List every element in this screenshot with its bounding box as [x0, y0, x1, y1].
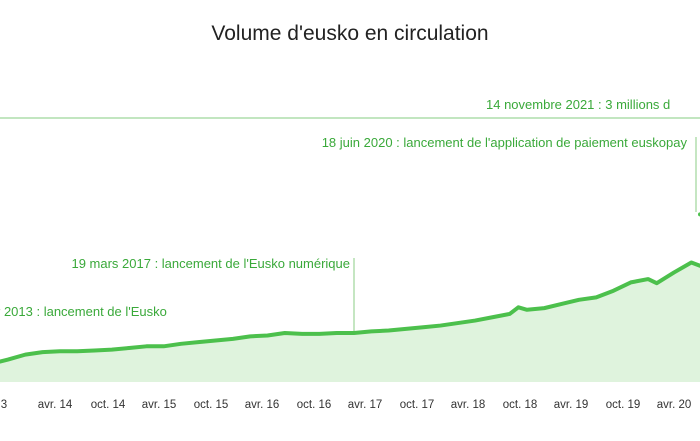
series-layer: [0, 212, 700, 382]
x-axis: 3 avr. 14 oct. 14 avr. 15 oct. 15 avr. 16 oct.…: [1, 399, 691, 411]
series-area-0: [0, 214, 700, 382]
x-tick-label: avr. 17: [348, 399, 383, 411]
x-tick-label: oct. 19: [606, 399, 641, 411]
annotation-label: 18 juin 2020 : lancement de l'applicatio…: [322, 135, 688, 150]
x-tick-label: oct. 14: [91, 399, 126, 411]
x-tick-label: avr. 14: [38, 399, 73, 411]
annotation-label: r 2013 : lancement de l'Eusko: [0, 304, 167, 319]
annotation-label: 19 mars 2017 : lancement de l'Eusko numé…: [71, 256, 350, 271]
annotation-label: 14 novembre 2021 : 3 millions d: [486, 97, 670, 112]
x-tick-label: oct. 17: [400, 399, 435, 411]
chart-title: Volume d'eusko en circulation: [211, 22, 489, 45]
x-tick-label: avr. 19: [554, 399, 589, 411]
x-tick-label: oct. 16: [297, 399, 332, 411]
x-tick-label: 3: [1, 399, 7, 411]
series-line-0: [0, 212, 700, 364]
x-tick-label: avr. 16: [245, 399, 280, 411]
x-tick-label: oct. 18: [503, 399, 538, 411]
x-tick-label: avr. 15: [142, 399, 177, 411]
annotation-labels: r 2013 : lancement de l'Eusko 19 mars 201…: [0, 97, 687, 319]
x-tick-label: avr. 20: [657, 399, 692, 411]
x-tick-label: avr. 18: [451, 399, 486, 411]
x-tick-label: oct. 15: [194, 399, 229, 411]
